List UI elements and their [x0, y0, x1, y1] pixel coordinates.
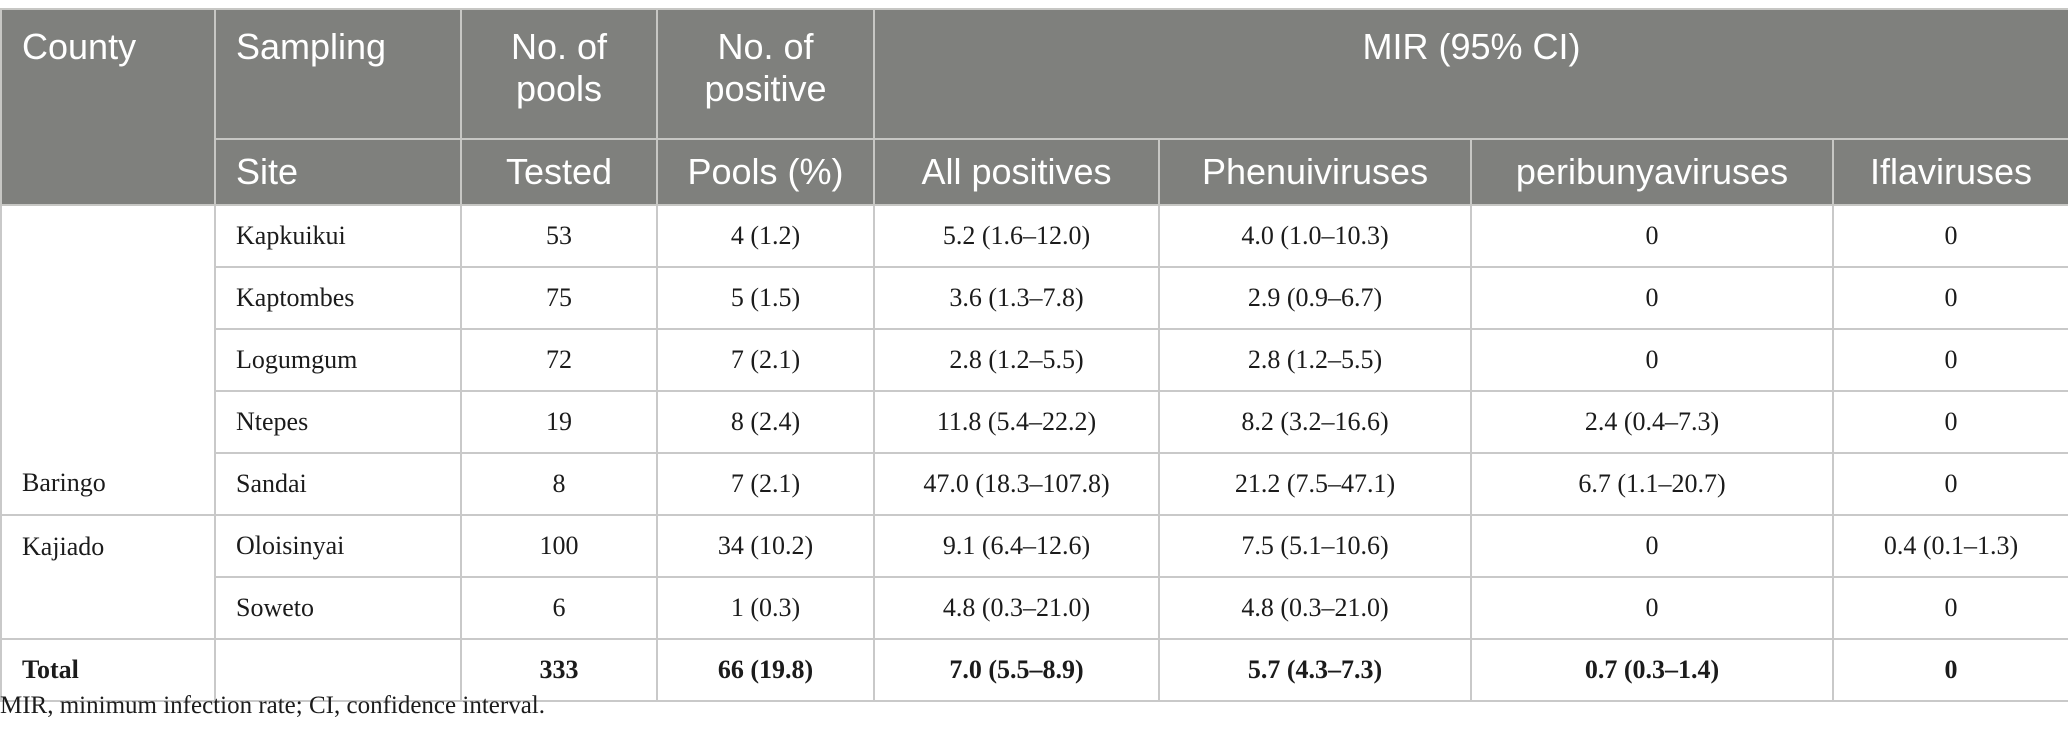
tested-cell: 53: [460, 204, 658, 268]
all-positives-cell: 2.8 (1.2–5.5): [873, 328, 1160, 392]
table-row: Ntepes 19 8 (2.4) 11.8 (5.4–22.2) 8.2 (3…: [1, 390, 2068, 454]
col-pools-header: No. of pools: [460, 8, 658, 140]
iflaviruses-cell: 0: [1831, 390, 2068, 454]
positive-cell: 7 (2.1): [656, 452, 875, 516]
col-tested-header: Tested: [460, 138, 658, 206]
total-positive-cell: 66 (19.8): [656, 638, 875, 702]
site-cell: Ntepes: [214, 390, 462, 454]
total-row: Total 333 66 (19.8) 7.0 (5.5–8.9) 5.7 (4…: [0, 638, 2068, 702]
table-row: Soweto 6 1 (0.3) 4.8 (0.3–21.0) 4.8 (0.3…: [1, 576, 2068, 640]
table-row: Kajiado Oloisinyai 100 34 (10.2) 9.1 (6.…: [0, 514, 2068, 640]
all-positives-cell: 11.8 (5.4–22.2): [873, 390, 1160, 454]
header-row-2: Site Tested Pools (%) All positives Phen…: [1, 138, 2068, 206]
site-cell: Soweto: [214, 576, 462, 640]
mir-group-header: MIR (95% CI): [872, 8, 2068, 140]
all-positives-cell: 4.8 (0.3–21.0): [873, 576, 1160, 640]
site-cell: Kaptombes: [214, 266, 462, 330]
col-all-positives-header: All positives: [873, 138, 1160, 206]
total-phenuiviruses-cell: 5.7 (4.3–7.3): [1158, 638, 1472, 702]
peribunyaviruses-cell: 0: [1470, 204, 1834, 268]
phenuiviruses-cell: 2.9 (0.9–6.7): [1158, 266, 1472, 330]
phenuiviruses-cell: 4.0 (1.0–10.3): [1158, 204, 1472, 268]
site-cell: Kapkuikui: [214, 204, 462, 268]
peribunyaviruses-cell: 0: [1470, 514, 1834, 578]
positive-cell: 7 (2.1): [656, 328, 875, 392]
positive-cell: 1 (0.3): [656, 576, 875, 640]
iflaviruses-cell: 0: [1831, 328, 2068, 392]
tested-cell: 8: [460, 452, 658, 516]
phenuiviruses-cell: 8.2 (3.2–16.6): [1158, 390, 1472, 454]
col-sampling-header: Sampling: [214, 8, 462, 140]
col-site-header: Site: [214, 138, 462, 206]
phenuiviruses-cell: 4.8 (0.3–21.0): [1158, 576, 1472, 640]
site-cell: Sandai: [214, 452, 462, 516]
peribunyaviruses-cell: 0: [1470, 576, 1834, 640]
all-positives-cell: 3.6 (1.3–7.8): [873, 266, 1160, 330]
tested-cell: 19: [460, 390, 658, 454]
col-pools-pct-header: Pools (%): [656, 138, 875, 206]
positive-cell: 8 (2.4): [656, 390, 875, 454]
phenuiviruses-cell: 21.2 (7.5–47.1): [1158, 452, 1472, 516]
peribunyaviruses-cell: 0: [1470, 328, 1834, 392]
col-county-header: County: [0, 8, 216, 206]
site-cell: Oloisinyai: [214, 514, 462, 578]
table-row: Sandai 8 7 (2.1) 47.0 (18.3–107.8) 21.2 …: [1, 452, 2068, 516]
peribunyaviruses-cell: 0: [1470, 266, 1834, 330]
phenuiviruses-cell: 7.5 (5.1–10.6): [1158, 514, 1472, 578]
positive-cell: 4 (1.2): [656, 204, 875, 268]
header-row-1: County Sampling No. of pools No. of posi…: [0, 8, 2068, 206]
iflaviruses-cell: 0: [1831, 576, 2068, 640]
iflaviruses-cell: 0: [1831, 204, 2068, 268]
total-tested-cell: 333: [460, 638, 658, 702]
all-positives-cell: 5.2 (1.6–12.0): [873, 204, 1160, 268]
tested-cell: 6: [460, 576, 658, 640]
total-all-positives-cell: 7.0 (5.5–8.9): [873, 638, 1160, 702]
positive-cell: 5 (1.5): [656, 266, 875, 330]
table-footnote: MIR, minimum infection rate; CI, confide…: [0, 692, 545, 719]
phenuiviruses-cell: 2.8 (1.2–5.5): [1158, 328, 1472, 392]
tested-cell: 75: [460, 266, 658, 330]
county-cell: Kajiado: [0, 514, 216, 640]
table-row: Kaptombes 75 5 (1.5) 3.6 (1.3–7.8) 2.9 (…: [1, 266, 2068, 330]
tested-cell: 72: [460, 328, 658, 392]
total-site-cell: [214, 638, 462, 702]
site-cell: Logumgum: [214, 328, 462, 392]
all-positives-cell: 47.0 (18.3–107.8): [873, 452, 1160, 516]
col-phenuiviruses-header: Phenuiviruses: [1158, 138, 1472, 206]
col-positive-header: No. of positive: [656, 8, 875, 140]
mir-table: County Sampling No. of pools No. of posi…: [0, 8, 2068, 702]
peribunyaviruses-cell: 6.7 (1.1–20.7): [1470, 452, 1834, 516]
county-cell: Baringo: [0, 204, 216, 516]
table-row: Baringo Kapkuikui 53 4 (1.2) 5.2 (1.6–12…: [0, 204, 2068, 516]
tested-cell: 100: [460, 514, 658, 578]
col-peribunyaviruses-header: peribunyaviruses: [1470, 138, 1834, 206]
total-peribunyaviruses-cell: 0.7 (0.3–1.4): [1470, 638, 1834, 702]
total-iflaviruses-cell: 0: [1831, 638, 2068, 702]
table-row: Logumgum 72 7 (2.1) 2.8 (1.2–5.5) 2.8 (1…: [1, 328, 2068, 392]
iflaviruses-cell: 0: [1831, 452, 2068, 516]
iflaviruses-cell: 0: [1831, 266, 2068, 330]
total-label: Total: [0, 638, 216, 702]
col-iflaviruses-header: Iflaviruses: [1831, 138, 2068, 206]
peribunyaviruses-cell: 2.4 (0.4–7.3): [1470, 390, 1834, 454]
positive-cell: 34 (10.2): [656, 514, 875, 578]
all-positives-cell: 9.1 (6.4–12.6): [873, 514, 1160, 578]
iflaviruses-cell: 0.4 (0.1–1.3): [1831, 514, 2068, 578]
